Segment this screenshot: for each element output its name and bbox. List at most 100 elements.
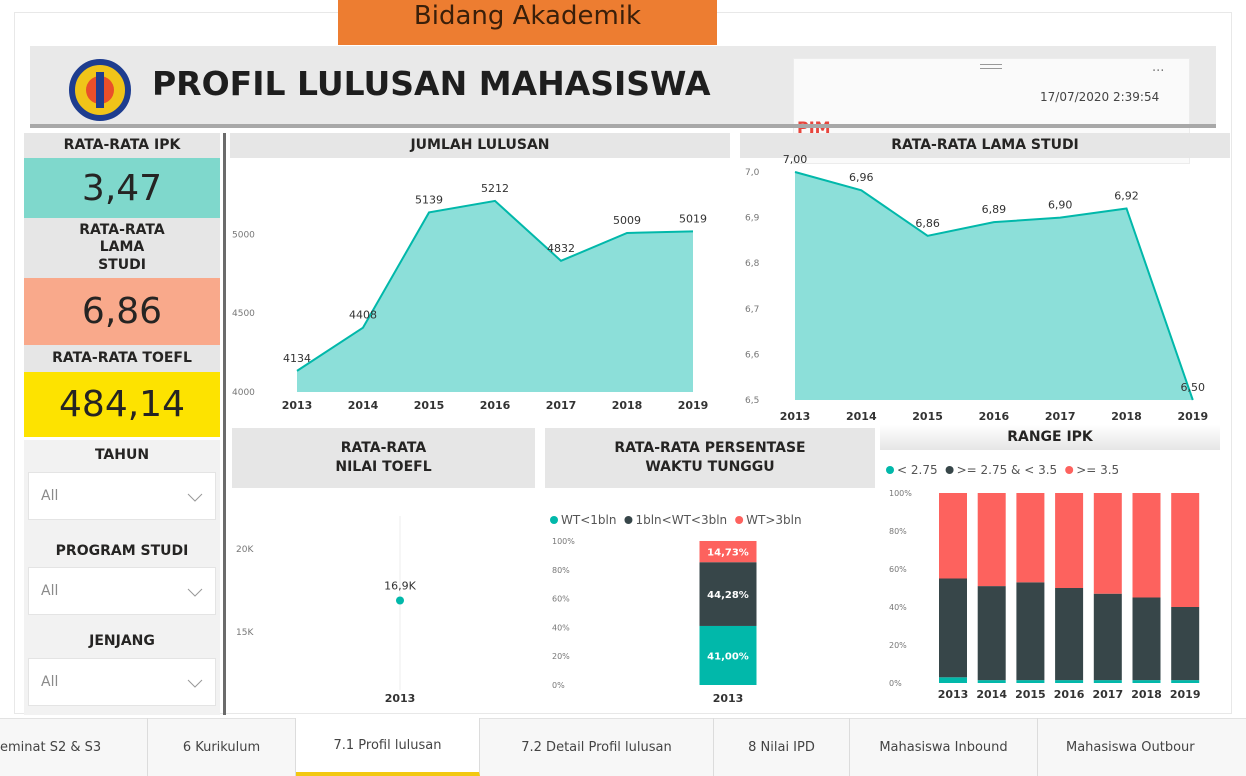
bar-segment (1132, 680, 1161, 683)
y-tick-label: 4500 (232, 309, 255, 319)
data-label: 5009 (613, 214, 641, 227)
data-label: 6,50 (1181, 381, 1206, 394)
x-tick-label: 2013 (780, 410, 811, 423)
y-tick-label: 6,5 (745, 396, 759, 406)
bar-segment (1016, 493, 1045, 583)
dropdown-value: All (41, 488, 59, 504)
tab[interactable]: Mahasiswa Inbound (850, 718, 1038, 776)
data-label: 5139 (415, 193, 443, 206)
legend-marker (735, 516, 744, 524)
tab[interactable]: 6 Kurikulum (148, 718, 296, 776)
x-tick-label: 2013 (282, 399, 313, 412)
y-tick-label: 15K (236, 628, 254, 638)
data-label: 5212 (481, 182, 509, 195)
data-label: 41,00% (707, 651, 749, 662)
x-tick-label: 2013 (713, 692, 744, 705)
y-tick-label: 0% (889, 679, 902, 688)
x-tick-label: 2017 (546, 399, 577, 412)
bar-segment (939, 677, 967, 683)
bar-segment (1171, 493, 1200, 607)
tab[interactable]: 7.2 Detail Profil lulusan (480, 718, 714, 776)
y-tick-label: 6,7 (745, 305, 759, 315)
chevron (187, 679, 203, 688)
bar-segment (1093, 680, 1122, 683)
tab[interactable]: Mahasiswa Outbour (1066, 739, 1195, 755)
x-tick-label: 2019 (1170, 688, 1201, 701)
dropdown[interactable]: All (28, 472, 216, 520)
data-label: 7,00 (783, 153, 808, 166)
bar-segment (939, 578, 967, 678)
y-tick-label: 100% (889, 489, 912, 498)
x-tick-label: 2017 (1045, 410, 1076, 423)
bar-segment (977, 680, 1006, 683)
bar-segment (977, 493, 1006, 587)
dropdown-value: All (41, 674, 59, 690)
x-tick-label: 2015 (414, 399, 445, 412)
kpi-label: RATA-RATA IPK (24, 133, 220, 158)
kpi-label: RATA-RATA TOEFL (24, 345, 220, 372)
drag-handle (980, 64, 1002, 69)
bar-segment (699, 562, 757, 626)
bar-segment (1016, 582, 1045, 681)
bar-segment (1055, 680, 1084, 683)
data-label: 4832 (547, 242, 575, 255)
line (296, 199, 694, 372)
data-label: 6,96 (849, 171, 874, 184)
data-label: 44,28% (707, 590, 749, 601)
y-tick-label: 40% (889, 603, 907, 612)
bar-segment (1093, 493, 1122, 594)
x-tick-label: 2018 (1111, 410, 1142, 423)
bar-segment (1171, 607, 1200, 681)
x-tick-label: 2014 (976, 688, 1007, 701)
x-tick-label: 2018 (612, 399, 643, 412)
x-tick-label: 2013 (385, 692, 416, 705)
y-tick-label: 60% (889, 565, 907, 574)
banner: Bidang Akademik (338, 0, 717, 45)
legend-label: >= 2.75 & < 3.5 (957, 463, 1058, 477)
x-tick-label: 2017 (1092, 688, 1123, 701)
y-tick-label: 40% (552, 623, 570, 632)
y-tick-label: 80% (889, 527, 907, 536)
x-tick-label: 2019 (1177, 410, 1208, 423)
dropdown-value: All (41, 583, 59, 599)
tab-active[interactable]: 7.1 Profil lulusan (296, 718, 480, 776)
charts: 4000 4500 5000 2013 2014 2015 2016 2017 2018 2019… (232, 153, 1208, 705)
data-label: 6,90 (1048, 199, 1073, 212)
legend-label: < 2.75 (897, 463, 938, 477)
x-tick-label: 2015 (1015, 688, 1046, 701)
y-tick-label: 60% (552, 595, 570, 604)
bar-segment (939, 493, 967, 579)
chevron-line (187, 588, 203, 597)
dropdown[interactable]: All (28, 658, 216, 706)
legend-label: 1bln<WT<3bln (635, 513, 727, 527)
y-tick-label: 4000 (232, 388, 255, 398)
filter-label: JENJANG (89, 633, 155, 650)
bar-segment (1055, 588, 1084, 681)
bar-segment (699, 625, 757, 685)
tab[interactable]: 8 Nilai IPD (714, 718, 850, 776)
y-tick-label: 80% (552, 566, 570, 575)
point (396, 596, 404, 605)
dropdown[interactable]: All (28, 567, 216, 615)
filter-label: TAHUN (94, 447, 150, 464)
menu[interactable]: ... (1152, 60, 1165, 75)
divider (223, 133, 226, 715)
tab[interactable]: eminat S2 & S3 (0, 718, 148, 776)
area (795, 172, 1193, 400)
bar-segment (1171, 680, 1200, 683)
chevron-line (187, 493, 203, 502)
bar-segment (1132, 493, 1161, 598)
chevron (187, 588, 203, 597)
x-tick-label: 2016 (979, 410, 1010, 423)
header-rule (30, 124, 1216, 128)
x-tick-label: 2015 (912, 410, 943, 423)
y-tick-label: 6,8 (745, 259, 760, 269)
legend-label: WT<1bln (561, 513, 616, 527)
legend-marker (624, 516, 633, 524)
chart-title: RATA-RATA NILAI TOEFL (232, 428, 535, 488)
line (794, 171, 1194, 401)
logo (69, 59, 131, 121)
kpi-value: 484,14 (24, 372, 220, 437)
chart-title: RANGE IPK (880, 425, 1220, 450)
x-tick-label: 2013 (938, 688, 969, 701)
